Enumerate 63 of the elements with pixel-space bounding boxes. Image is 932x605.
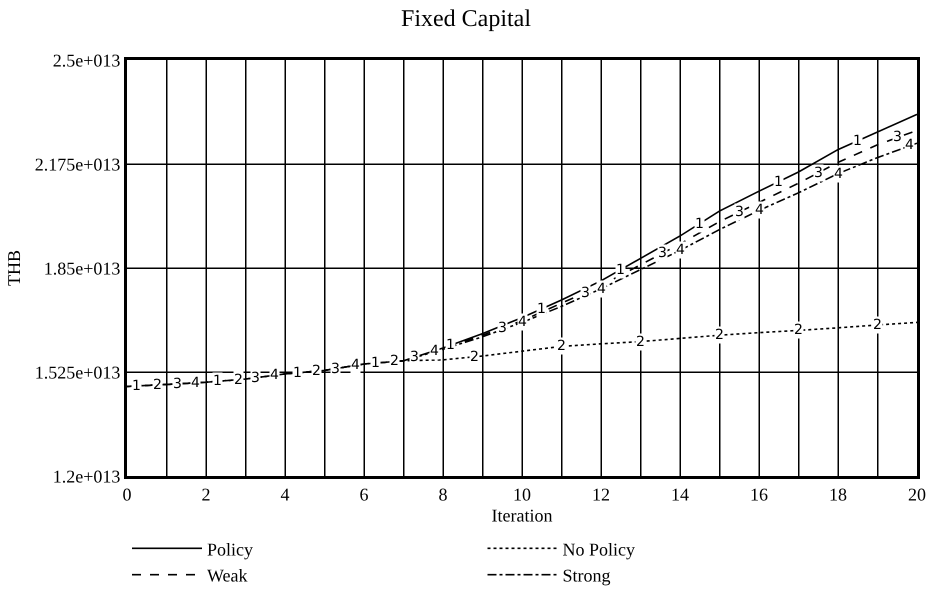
annotation: 3 <box>331 361 340 377</box>
annotation: 4 <box>518 314 527 330</box>
legend-label: Strong <box>562 566 611 586</box>
x-tick-label: 20 <box>908 484 926 505</box>
annotation: 2 <box>470 349 479 365</box>
y-tick-label: 1.525e+013 <box>34 362 120 382</box>
chart-title: Fixed Capital <box>401 6 532 32</box>
x-tick-label: 12 <box>592 484 610 505</box>
annotation: 3 <box>581 285 590 301</box>
annotation: 3 <box>658 245 667 261</box>
x-tick-label: 14 <box>671 484 689 505</box>
annotation: 2 <box>312 363 321 379</box>
annotation: 4 <box>676 242 685 258</box>
annotation: 1 <box>293 365 302 381</box>
x-tick-label: 10 <box>513 484 531 505</box>
y-tick-label: 1.2e+013 <box>52 466 120 486</box>
x-tick-label: 0 <box>122 484 132 505</box>
annotation: 2 <box>794 322 803 338</box>
annotation: 4 <box>191 375 200 391</box>
annotation: 4 <box>755 202 764 218</box>
annotation: 3 <box>893 129 902 145</box>
annotation: 4 <box>597 281 606 297</box>
annotation: 1 <box>774 174 783 190</box>
annotation: 4 <box>834 166 843 182</box>
y-tick-label: 1.85e+013 <box>44 258 120 278</box>
annotation: 2 <box>234 372 243 388</box>
annotation: 1 <box>853 133 862 149</box>
annotation: 4 <box>905 137 914 153</box>
annotation: 4 <box>430 343 439 359</box>
legend-label: Weak <box>207 566 248 586</box>
y-axis-title: THB <box>4 250 24 286</box>
annotation: 2 <box>873 317 882 333</box>
annotation: 4 <box>351 357 360 373</box>
annotation: 1 <box>132 378 141 394</box>
annotation: 2 <box>715 327 724 343</box>
x-tick-label: 6 <box>360 484 368 505</box>
annotation: 3 <box>735 204 744 220</box>
annotation: 1 <box>446 337 455 353</box>
annotation: 3 <box>251 370 260 386</box>
y-tick-label: 2.175e+013 <box>34 154 120 174</box>
annotation: 2 <box>390 353 399 369</box>
annotation: 2 <box>636 334 645 350</box>
annotation: 2 <box>153 377 162 393</box>
annotation: 4 <box>270 367 279 383</box>
annotation: 1 <box>695 216 704 232</box>
annotation: 3 <box>814 165 823 181</box>
annotation: 1 <box>213 373 222 389</box>
x-tick-label: 16 <box>750 484 768 505</box>
x-tick-label: 4 <box>280 484 290 505</box>
annotation: 2 <box>557 338 566 354</box>
legend-label: No Policy <box>562 539 636 560</box>
annotation: 3 <box>173 376 182 392</box>
x-tick-label: 2 <box>202 484 210 505</box>
x-tick-label: 8 <box>438 484 448 505</box>
legend-label: Policy <box>207 539 254 560</box>
x-tick-label: 18 <box>829 484 847 505</box>
annotation: 1 <box>371 355 380 371</box>
x-axis-title: Iteration <box>492 506 552 526</box>
annotation: 1 <box>616 262 625 278</box>
annotation: 1 <box>537 301 546 317</box>
y-tick-label: 2.5e+013 <box>52 50 120 70</box>
annotation: 3 <box>498 320 507 336</box>
annotation: 3 <box>410 349 419 365</box>
